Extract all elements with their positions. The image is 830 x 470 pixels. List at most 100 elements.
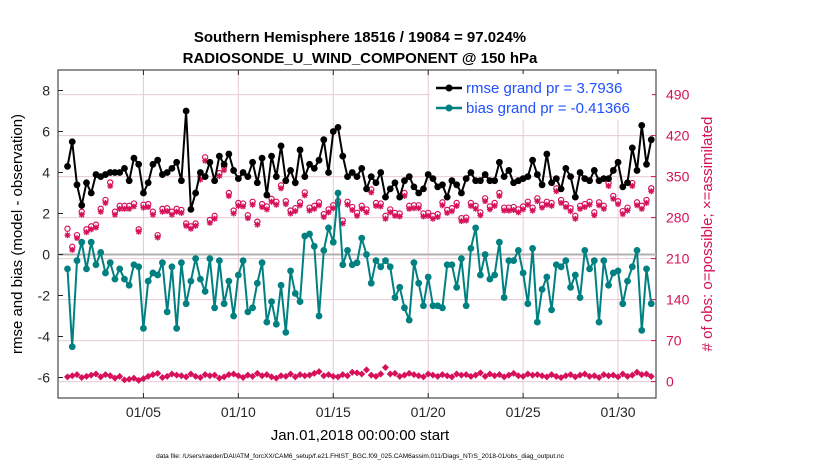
obs-assimilated-stroke [567,208,574,214]
rmse-point [443,193,451,201]
obs-count-marker [443,372,451,380]
bias-point [339,261,347,269]
y2-axis-ticks: 0 70 140 210 280 350 420 490 [651,87,690,390]
obs-count-marker [277,372,285,380]
chart-title: Southern Hemisphere 18516 / 19084 = 97.0… [194,29,526,46]
bias-point [87,238,95,246]
rmse-point [154,156,162,164]
rmse-point [401,177,408,185]
bias-point [424,273,432,281]
rmse-point [382,193,389,201]
obs-assimilated-marker [297,202,304,209]
bias-point [196,275,204,283]
obs-assimilated-marker [287,210,294,217]
obs-count-marker [173,371,181,379]
obs-assimilated-stroke [582,204,588,210]
bias-point [529,244,537,252]
obs-assimilated-stroke [207,220,213,226]
series-lines [64,107,655,351]
bias-point [234,271,242,279]
bias-point [500,294,508,301]
obs-count-marker [619,370,627,378]
obs-assimilated-marker [301,192,308,199]
obs-assimilated-marker [83,229,90,236]
obs-assimilated-stroke [430,216,436,222]
y-tick-label: 8 [42,83,50,99]
obs-assimilated-stroke [643,200,650,206]
obs-assimilated-stroke [88,226,94,232]
obs-assimilated-marker [524,201,531,208]
obs-count-marker [249,372,257,380]
y2-axis-label: # of obs: o=possible; ×=assimilated [699,117,716,352]
obs-assimilated-stroke [539,204,545,211]
obs-count-marker [348,368,356,376]
bias-point [624,277,631,285]
legend: rmse grand pr = 3.7936 bias grand pr = -… [430,74,652,120]
x-tick-label: 01/10 [221,404,256,420]
rmse-point [196,169,204,176]
obs-assimilated-marker [92,224,99,231]
obs-assimilated-marker [472,205,479,212]
bias-point [571,271,579,279]
bias-point [410,259,418,267]
bias-point [78,238,86,246]
obs-count-marker [519,372,527,380]
rmse-point [486,177,494,185]
obs-count-marker [638,371,646,379]
obs-count-marker [467,372,475,380]
rmse-point [571,193,579,201]
rmse-point [491,177,499,185]
obs-assimilated-marker [211,215,218,222]
rmse-point [173,158,181,166]
rmse-point [363,185,370,193]
y2-tick-label: 0 [666,374,674,390]
obs-assimilated-marker [448,208,455,215]
obs-assimilated-stroke [235,203,242,209]
rmse-point [462,175,470,183]
rmse-point [225,150,233,158]
bias-point [121,275,128,283]
bias-point [296,298,304,306]
rmse-point [135,160,143,168]
obs-assimilated-marker [97,208,104,215]
obs-assimilated-stroke [79,212,85,218]
rmse-point [424,171,432,178]
obs-assimilated-stroke [283,201,289,207]
rmse-point [481,171,489,178]
obs-assimilated-stroke [349,207,355,213]
obs-assimilated-marker [562,204,569,211]
obs-assimilated-stroke [268,199,275,205]
rmse-point [552,175,560,183]
obs-assimilated-stroke [74,235,80,241]
obs-assimilated-stroke [420,213,427,220]
obs-assimilated-marker [515,209,522,216]
bias-point [277,281,285,289]
y2-tick-label: 70 [666,333,682,349]
obs-count-marker [116,372,124,380]
obs-count-marker [628,371,636,379]
obs-assimilated-marker [553,188,560,195]
rmse-point [220,160,228,168]
obs-assimilated-marker [363,209,370,216]
obs-assimilated-marker [605,182,612,189]
obs-assimilated-stroke [458,218,465,224]
bias-point [125,281,133,289]
obs-count-marker [215,374,223,382]
obs-assimilated-marker [88,226,95,233]
obs-assimilated-stroke [173,209,180,215]
x-tick-label: 01/20 [411,404,446,420]
obs-count-marker [543,373,551,381]
obs-count-marker [576,371,584,379]
bias-point [135,263,143,271]
bias-point [73,257,81,265]
obs-count-marker [139,375,147,383]
bias-point [102,269,109,277]
obs-assimilated-marker [126,205,133,212]
obs-count-markers [63,154,655,384]
obs-count-marker [391,369,399,377]
obs-count-marker [605,372,613,380]
bias-point [481,251,489,258]
obs-assimilated-stroke [178,210,185,216]
bias-point [567,283,574,291]
obs-count-marker [567,371,575,379]
